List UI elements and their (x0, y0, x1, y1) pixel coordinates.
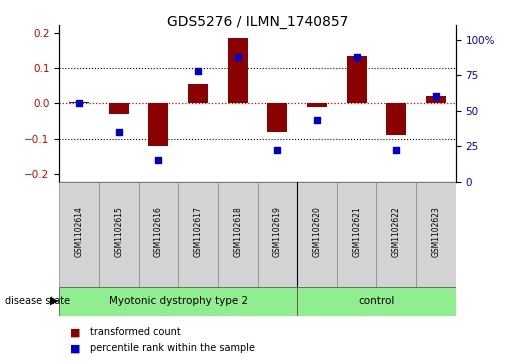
Bar (228, 38, 248, 103)
Bar (188, 84, 208, 103)
Text: GSM1102620: GSM1102620 (313, 207, 321, 257)
FancyBboxPatch shape (99, 182, 139, 287)
FancyBboxPatch shape (218, 182, 258, 287)
Text: transformed count: transformed count (90, 327, 181, 337)
Point (75, 101, 83, 106)
FancyBboxPatch shape (139, 182, 178, 287)
FancyBboxPatch shape (416, 182, 456, 287)
Point (432, 93, 440, 99)
Text: GSM1102623: GSM1102623 (432, 207, 440, 257)
Bar (426, 96, 446, 103)
Text: ▶: ▶ (50, 295, 58, 306)
FancyBboxPatch shape (59, 287, 297, 316)
FancyBboxPatch shape (258, 182, 297, 287)
Bar (267, 103, 287, 132)
Text: GSM1102621: GSM1102621 (352, 207, 361, 257)
Point (194, 68, 202, 74)
Point (352, 54, 360, 60)
Text: GSM1102617: GSM1102617 (194, 207, 202, 257)
Text: GSM1102616: GSM1102616 (154, 207, 163, 257)
Bar (347, 56, 367, 103)
Bar (69, 102, 89, 103)
Text: control: control (358, 296, 394, 306)
Text: disease state: disease state (5, 295, 70, 306)
FancyBboxPatch shape (297, 287, 456, 316)
Text: GSM1102622: GSM1102622 (392, 207, 401, 257)
Point (313, 118, 321, 123)
Point (233, 54, 242, 60)
Text: percentile rank within the sample: percentile rank within the sample (90, 343, 255, 354)
Bar (307, 103, 327, 107)
Point (114, 129, 123, 135)
FancyBboxPatch shape (376, 182, 416, 287)
Text: GSM1102619: GSM1102619 (273, 207, 282, 257)
Text: GDS5276 / ILMN_1740857: GDS5276 / ILMN_1740857 (167, 15, 348, 29)
Text: GSM1102614: GSM1102614 (75, 207, 83, 257)
Bar (386, 103, 406, 135)
FancyBboxPatch shape (178, 182, 218, 287)
Point (392, 147, 401, 153)
Text: ■: ■ (70, 343, 80, 354)
Text: GSM1102615: GSM1102615 (114, 207, 123, 257)
Text: ■: ■ (70, 327, 80, 337)
Bar (109, 103, 129, 114)
FancyBboxPatch shape (297, 182, 337, 287)
Bar (148, 103, 168, 146)
FancyBboxPatch shape (59, 182, 99, 287)
Text: GSM1102618: GSM1102618 (233, 207, 242, 257)
FancyBboxPatch shape (337, 182, 376, 287)
Text: Myotonic dystrophy type 2: Myotonic dystrophy type 2 (109, 296, 248, 306)
Point (154, 157, 162, 163)
Point (273, 147, 281, 153)
